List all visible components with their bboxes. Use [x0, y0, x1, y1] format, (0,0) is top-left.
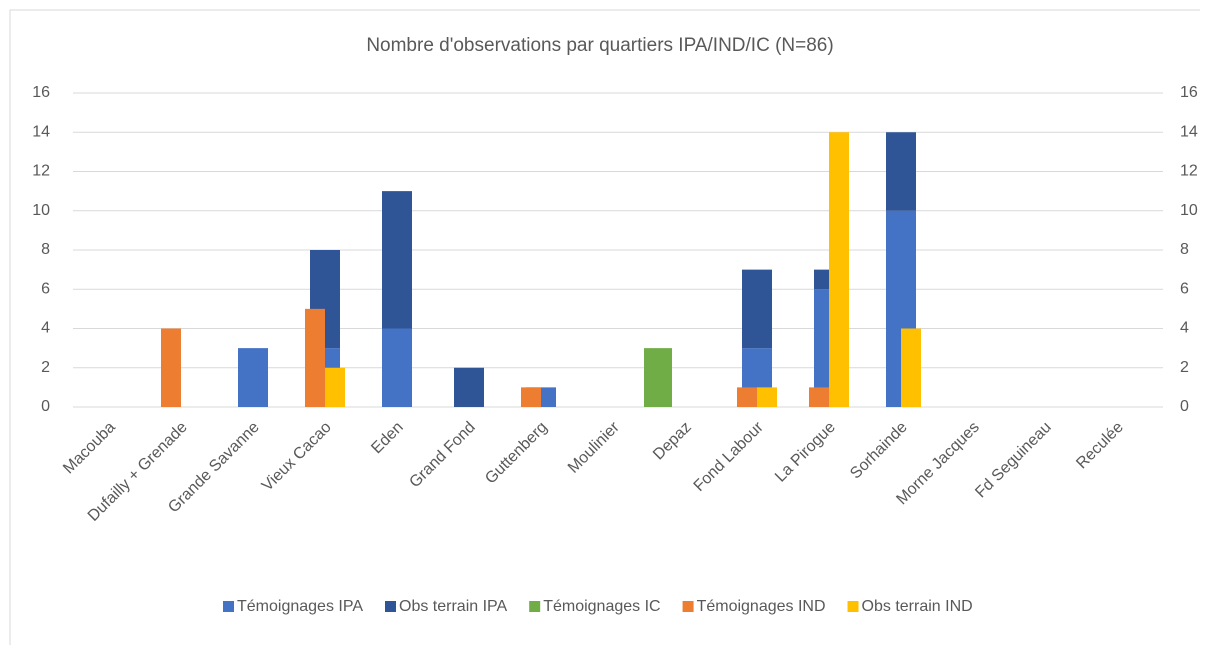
y-tick-label: 16 — [32, 84, 50, 101]
legend-swatch — [529, 601, 541, 612]
y-tick-label: 14 — [32, 123, 50, 140]
chart-title: Nombre d'observations par quartiers IPA/… — [366, 35, 833, 56]
y2-tick-label: 16 — [1180, 84, 1198, 101]
y-tick-label: 10 — [32, 202, 50, 219]
legend-label: Témoignages IPA — [237, 598, 363, 615]
y-tick-label: 6 — [41, 280, 50, 297]
y-tick-label: 4 — [41, 320, 50, 337]
bar — [886, 132, 916, 211]
bar — [238, 348, 268, 407]
y2-tick-label: 14 — [1180, 123, 1198, 140]
bar — [742, 269, 772, 349]
y2-tick-label: 8 — [1180, 241, 1189, 258]
legend-label: Obs terrain IPA — [399, 598, 508, 615]
x-tick-label: La Pirogue — [772, 419, 839, 486]
bar — [454, 367, 484, 407]
y-tick-label: 12 — [32, 163, 50, 180]
x-tick-label: Fd Seguineau — [972, 419, 1054, 501]
bar — [809, 387, 829, 407]
y2-tick-label: 6 — [1180, 280, 1189, 297]
legend-swatch — [847, 601, 859, 612]
bar — [382, 191, 412, 329]
bar — [737, 387, 757, 407]
legend-label: Témoignages IND — [697, 598, 826, 615]
x-tick-label: Depaz — [650, 419, 695, 464]
x-tick-label: Moulinier — [565, 418, 623, 476]
x-tick-label: Fond Labour — [691, 418, 768, 495]
x-tick-label: Guttenberg — [482, 419, 551, 488]
bar — [644, 348, 672, 407]
x-tick-label: Eden — [368, 419, 406, 457]
x-tick-label: Vieux Cacao — [259, 419, 335, 495]
bar — [757, 387, 777, 407]
bar — [829, 132, 849, 407]
y2-tick-label: 4 — [1180, 320, 1189, 337]
y2-tick-label: 0 — [1180, 398, 1189, 415]
x-tick-label: Sorhainde — [847, 419, 911, 483]
legend-swatch — [223, 601, 234, 612]
bar — [521, 387, 541, 407]
bar — [161, 328, 181, 407]
x-tick-label: Grand Fond — [406, 419, 478, 491]
bar — [325, 367, 345, 407]
y2-tick-label: 10 — [1180, 202, 1198, 219]
x-tick-label: Reculée — [1073, 419, 1127, 473]
x-tick-label: Macouba — [60, 419, 119, 478]
bar — [901, 328, 921, 407]
bar — [382, 328, 412, 407]
legend-swatch — [682, 601, 694, 612]
y-tick-label: 8 — [41, 241, 50, 258]
legend-label: Obs terrain IND — [862, 598, 973, 615]
y-tick-label: 0 — [41, 398, 50, 415]
legend-label: Témoignages IC — [543, 598, 660, 615]
y2-tick-label: 12 — [1180, 163, 1198, 180]
chart-frame — [9, 9, 1200, 645]
y-tick-label: 2 — [41, 359, 50, 376]
y2-tick-label: 2 — [1180, 359, 1189, 376]
legend-swatch — [385, 601, 396, 612]
bar — [305, 308, 325, 407]
